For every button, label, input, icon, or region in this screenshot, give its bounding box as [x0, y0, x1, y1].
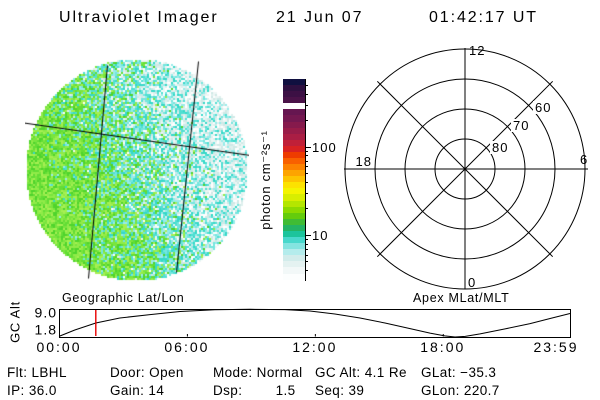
- x-tick-label: 23:59: [533, 339, 578, 355]
- colorbar-color-step: [283, 115, 305, 122]
- status-dsp: Dsp: 1.5: [213, 382, 296, 398]
- annotation-geographic-latlon: Geographic Lat/Lon: [62, 291, 185, 305]
- colorbar-color-step: [283, 85, 305, 92]
- lat-label-bg: [490, 141, 511, 154]
- colorbar-color-step: [283, 139, 305, 146]
- status-seq: Seq: 39: [315, 382, 365, 398]
- uv-disk-image: [25, 58, 249, 282]
- colorbar-color-step: [283, 194, 305, 201]
- status-door: Door: Open: [110, 365, 184, 380]
- colorbar-tick: [305, 85, 308, 87]
- colorbar-color-step: [283, 164, 305, 171]
- mlt-label-18: 18: [356, 154, 372, 169]
- colorbar-gradient: [283, 79, 305, 280]
- page-title: Ultraviolet Imager: [59, 9, 219, 26]
- colorbar-tick: [305, 150, 308, 152]
- colorbar-color-step: [283, 133, 305, 140]
- x-tick-label: 06:00: [164, 339, 209, 355]
- status-glon: GLon: 220.7: [421, 382, 500, 398]
- colorbar-color-step: [283, 255, 305, 262]
- colorbar-tick: [305, 243, 308, 245]
- colorbar-color-step: [283, 97, 305, 104]
- lat-label-bg: [533, 101, 554, 114]
- colorbar-tick: [305, 248, 308, 250]
- colorbar-tick: [305, 261, 308, 263]
- colorbar-tick: [305, 173, 308, 175]
- y-tick-label: 1.8: [35, 322, 57, 338]
- colorbar-tick: [305, 254, 308, 256]
- x-tick-label: 12:00: [292, 339, 337, 355]
- status-ip: IP: 36.0: [7, 382, 57, 398]
- chart-frame: [59, 309, 571, 338]
- colorbar-tick: [305, 166, 308, 168]
- colorbar-color-step: [283, 121, 305, 128]
- mlt-label-6: 6: [580, 152, 588, 167]
- orbit-altitude-curve: [58, 308, 571, 338]
- observation-time: 01:42:17 UT: [429, 9, 538, 26]
- colorbar-color-step: [283, 127, 305, 134]
- ylabel-gc-alt: GC Alt: [7, 301, 23, 343]
- colat-label-70: 70: [513, 118, 529, 133]
- colorbar-units-label: photon cm⁻²s⁻¹: [258, 130, 273, 230]
- colorbar-color-step: [283, 206, 305, 213]
- mlt-label-0: 0: [468, 275, 476, 290]
- colorbar-color-step: [283, 91, 305, 98]
- colorbar-color-step: [283, 237, 305, 244]
- colorbar-color-step: [283, 145, 305, 152]
- orbit-altitude-chart: 00:00 06:00 12:00 18:00 23:59 9.01.8: [35, 305, 578, 356]
- colorbar-tick: [305, 239, 308, 240]
- annotation-apex-mlatmlt: Apex MLat/MLT: [413, 291, 510, 305]
- x-tick-label: 00:00: [36, 339, 81, 355]
- colorbar-color-step: [283, 182, 305, 189]
- colat-label-80: 80: [492, 140, 508, 155]
- colorbar-color-step: [283, 243, 305, 250]
- colat-label-60: 60: [535, 100, 551, 115]
- colorbar-tick: [305, 155, 308, 157]
- colorbar-color-step: [283, 218, 305, 225]
- polar-plot: 80 70 60 12 6 18 0: [344, 43, 588, 290]
- lat-label-bg: [511, 119, 532, 132]
- colorbar-tick-label-100: 100: [312, 140, 337, 155]
- colorbar-color-step: [283, 188, 305, 195]
- colorbar-tick: [305, 192, 308, 194]
- colorbar-tick-label-10: 10: [312, 228, 329, 243]
- colorbar-axis: [305, 79, 306, 281]
- colorbar-tick: [305, 104, 308, 106]
- observation-date: 21 Jun 07: [276, 9, 364, 26]
- status-mode: Mode: Normal: [213, 365, 303, 380]
- status-flt: Flt: LBHL: [7, 365, 67, 380]
- colorbar-tick: [305, 208, 308, 210]
- colorbar-tick: [305, 181, 308, 183]
- colorbar-tick: [305, 146, 311, 148]
- colorbar-color-step: [283, 176, 305, 183]
- status-gain: Gain: 14: [110, 382, 165, 398]
- colorbar-tick: [305, 234, 311, 236]
- colorbar-color-step: [283, 230, 305, 238]
- status-gc-alt: GC Alt: 4.1 Re: [315, 365, 407, 380]
- colorbar-color-step: [283, 170, 305, 177]
- colorbar-color-step: [283, 273, 305, 280]
- colorbar-tick: [305, 160, 308, 162]
- colorbar-color-step: [283, 224, 305, 231]
- colorbar-color-step: [283, 79, 305, 86]
- y-tick-label: 9.0: [35, 305, 57, 321]
- colorbar-color-step: [283, 267, 305, 274]
- colorbar-tick: [305, 120, 308, 122]
- colorbar-color-step: [283, 158, 305, 165]
- colorbar-color-step: [283, 200, 305, 207]
- mlt-spoke-diagonal: [376, 80, 554, 258]
- mlt-label-12: 12: [469, 43, 485, 58]
- colorbar-color-step: [283, 212, 305, 219]
- x-tick-label: 18:00: [420, 339, 465, 355]
- status-glat: GLat: −35.3: [421, 365, 497, 380]
- colorbar-color-step: [283, 151, 305, 159]
- colorbar-tick: [305, 270, 308, 271]
- colorbar-tick: [305, 93, 308, 95]
- colorbar-color-step: [283, 249, 305, 256]
- colorbar-color-step: [283, 109, 305, 116]
- colorbar-color-step: [283, 261, 305, 268]
